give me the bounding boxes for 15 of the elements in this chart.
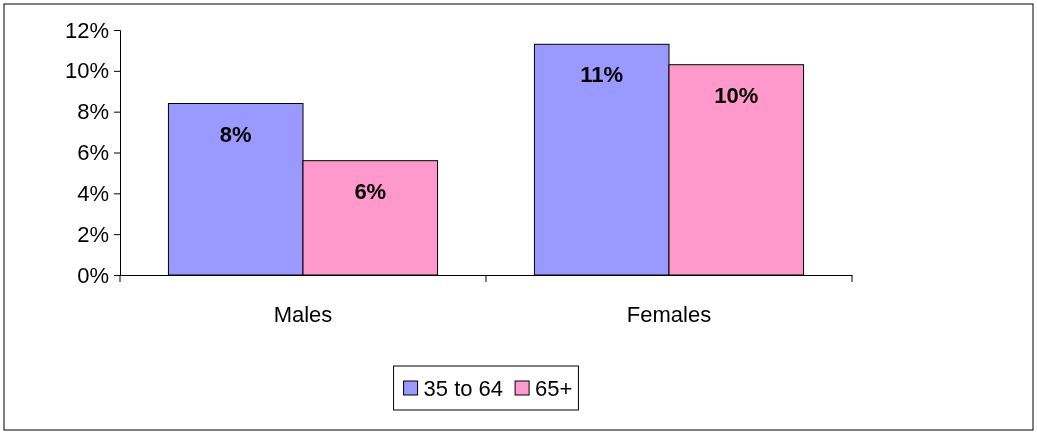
x-tick-label: Females: [626, 302, 712, 327]
data-label: 8%: [219, 121, 252, 147]
y-tick-label: 10%: [64, 58, 109, 84]
y-tick-label: 8%: [77, 99, 109, 125]
y-tick-label: 2%: [77, 221, 109, 247]
data-label: 10%: [714, 82, 759, 108]
data-label: 6%: [354, 178, 387, 204]
y-tick-label: 0%: [77, 262, 109, 288]
y-tick-label: 6%: [77, 140, 109, 166]
y-tick-label: 12%: [64, 17, 109, 43]
legend-label: 65+: [535, 376, 573, 401]
y-tick-label: 4%: [77, 180, 109, 206]
legend-label: 35 to 64: [423, 376, 504, 401]
data-label: 11%: [580, 62, 624, 88]
x-tick-label: Males: [273, 302, 333, 327]
